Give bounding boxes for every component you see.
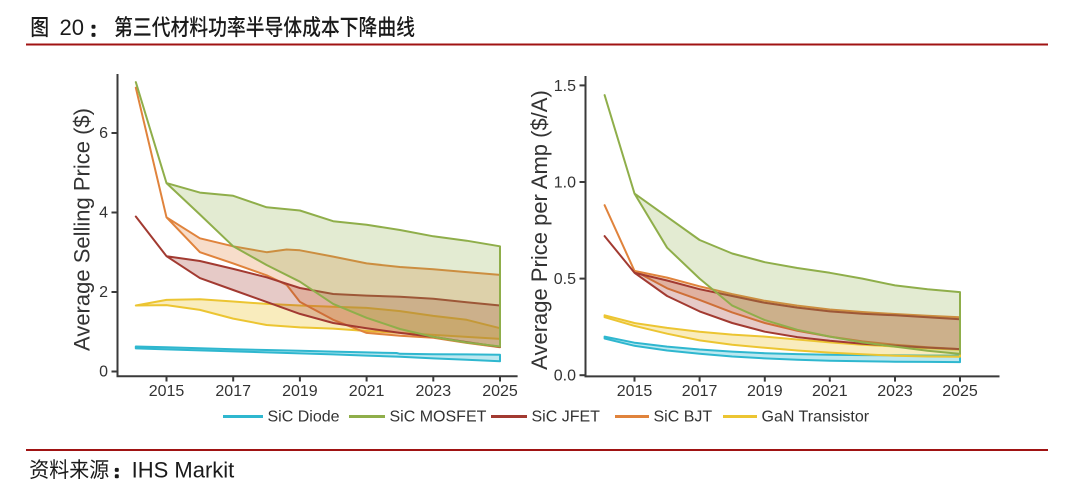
svg-text:IHS Markit: IHS Markit <box>132 457 235 482</box>
svg-text:20: 20 <box>60 15 84 40</box>
svg-text:SiC MOSFET: SiC MOSFET <box>390 409 487 426</box>
svg-text:SiC BJT: SiC BJT <box>654 409 713 426</box>
svg-text:2021: 2021 <box>349 383 385 400</box>
svg-text:Average Price per Amp ($/A): Average Price per Amp ($/A) <box>527 90 552 370</box>
svg-text:2025: 2025 <box>942 383 978 400</box>
svg-text:0.5: 0.5 <box>554 271 576 288</box>
svg-text:Average Selling Price ($): Average Selling Price ($) <box>69 108 94 351</box>
svg-text:0: 0 <box>99 363 108 380</box>
svg-text:1.0: 1.0 <box>554 175 576 192</box>
svg-text:6: 6 <box>99 125 108 142</box>
svg-text:2015: 2015 <box>149 383 185 400</box>
svg-text:2017: 2017 <box>682 383 718 400</box>
svg-text:2019: 2019 <box>747 383 783 400</box>
svg-text:SiC JFET: SiC JFET <box>532 409 601 426</box>
svg-text:2023: 2023 <box>877 383 913 400</box>
svg-text:SiC Diode: SiC Diode <box>268 409 340 426</box>
svg-text:2025: 2025 <box>482 383 518 400</box>
svg-text:2023: 2023 <box>416 383 452 400</box>
svg-text:2019: 2019 <box>282 383 318 400</box>
svg-text:0.0: 0.0 <box>554 368 576 385</box>
svg-text:2021: 2021 <box>812 383 848 400</box>
svg-text:2: 2 <box>99 284 108 301</box>
svg-text:2017: 2017 <box>215 383 251 400</box>
svg-text:1.5: 1.5 <box>554 78 576 95</box>
svg-text:GaN Transistor: GaN Transistor <box>762 409 870 426</box>
svg-text:4: 4 <box>99 204 108 221</box>
svg-text:2015: 2015 <box>617 383 653 400</box>
